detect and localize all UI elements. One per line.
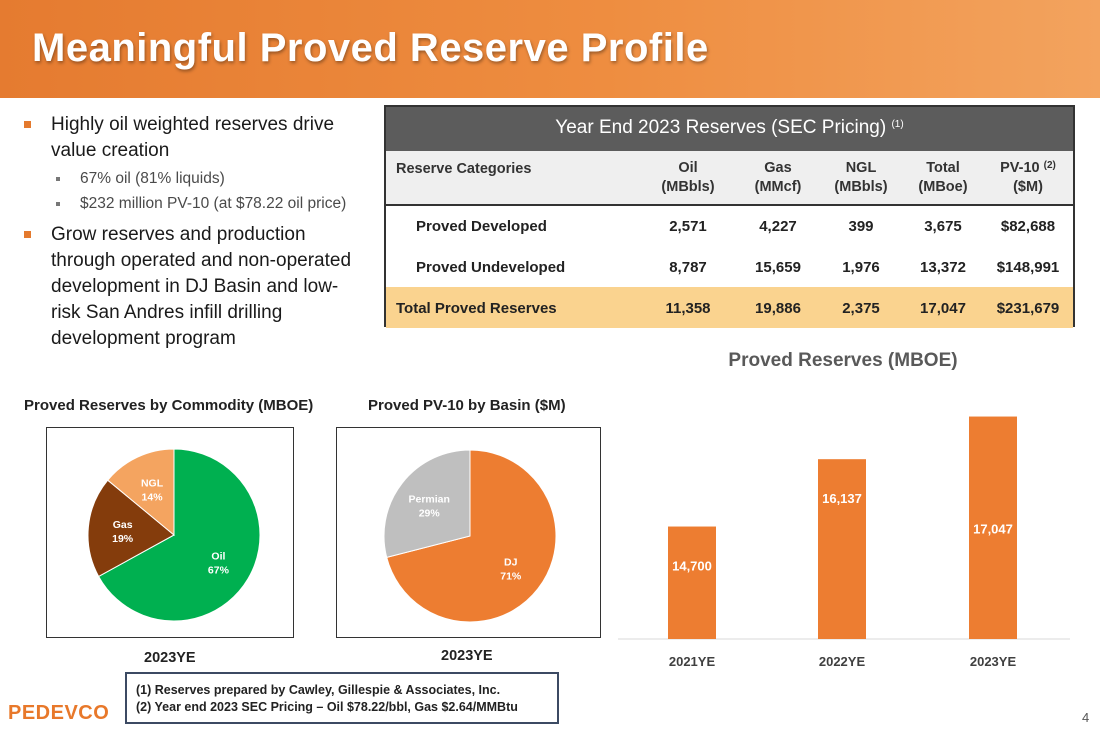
row-category: Proved Undeveloped bbox=[416, 259, 566, 276]
table-row-total: Total Proved Reserves 11,358 19,886 2,37… bbox=[386, 287, 1073, 328]
commodity-value-gas: 19% bbox=[112, 533, 134, 545]
reserves-table: Year End 2023 Reserves (SEC Pricing) (1)… bbox=[384, 105, 1075, 328]
footnote-1: (1) Reserves prepared by Cawley, Gillesp… bbox=[136, 683, 501, 697]
row-pv10: $82,688 bbox=[1000, 218, 1056, 235]
bar-value-label: 14,700 bbox=[672, 559, 712, 574]
bar-chart-title: Proved Reserves (MBOE) bbox=[728, 350, 957, 371]
basin-value-permian: 29% bbox=[419, 507, 441, 519]
row-category: Total Proved Reserves bbox=[396, 300, 557, 317]
row-oil: 2,571 bbox=[669, 218, 707, 235]
basin-chart-title: Proved PV-10 by Basin ($M) bbox=[368, 397, 566, 414]
basin-slice-permian bbox=[383, 449, 471, 558]
header-total: Total (MBoe) bbox=[918, 160, 968, 195]
commodity-pie-frame: Oil 67% Gas 19% NGL 14% bbox=[46, 427, 294, 638]
commodity-label-gas: Gas bbox=[113, 519, 133, 531]
key-points: Highly oil weighted reserves drive value… bbox=[22, 112, 367, 352]
header-ngl: NGL (MBbls) bbox=[834, 160, 888, 195]
company-logo: PEDEVCO bbox=[8, 702, 110, 724]
header-gas: Gas (MMcf) bbox=[754, 160, 802, 195]
bar-value-label: 16,137 bbox=[822, 491, 862, 506]
commodity-pie-xlabel: 2023YE bbox=[144, 650, 196, 666]
bar-2023ye bbox=[969, 416, 1017, 639]
table-row: Proved Undeveloped 8,787 15,659 1,976 13… bbox=[386, 246, 1073, 287]
row-gas: 15,659 bbox=[755, 259, 801, 276]
slide-header: Meaningful Proved Reserve Profile bbox=[0, 0, 1100, 98]
header-reserve-categories: Reserve Categories bbox=[396, 161, 532, 177]
row-ngl: 2,375 bbox=[842, 300, 880, 317]
sub-bullet-marker bbox=[56, 177, 60, 181]
bar-2021ye bbox=[668, 526, 716, 639]
bar-category-label: 2021YE bbox=[669, 654, 716, 669]
bar-category-label: 2023YE bbox=[970, 654, 1017, 669]
page-number: 4 bbox=[1082, 710, 1090, 725]
footnotes-box: (1) Reserves prepared by Cawley, Gillesp… bbox=[125, 672, 559, 724]
bullet-oil-weighted: Highly oil weighted reserves drive value… bbox=[22, 112, 367, 164]
footnote-2: (2) Year end 2023 SEC Pricing – Oil $78.… bbox=[136, 700, 518, 714]
header-oil: Oil (MBbls) bbox=[661, 160, 715, 195]
basin-slice-dj bbox=[386, 449, 557, 623]
table-row: Proved Developed 2,571 4,227 399 3,675 $… bbox=[386, 205, 1073, 246]
sub-bullet-pv10: $232 million PV-10 (at $78.22 oil price) bbox=[22, 193, 367, 214]
commodity-label-ngl: NGL bbox=[141, 477, 164, 489]
row-gas: 4,227 bbox=[759, 218, 797, 235]
bullet-text: Highly oil weighted reserves drive value… bbox=[51, 114, 335, 161]
row-oil: 8,787 bbox=[669, 259, 707, 276]
commodity-chart-title: Proved Reserves by Commodity (MBOE) bbox=[24, 397, 314, 414]
basin-pie-xlabel: 2023YE bbox=[441, 648, 493, 664]
commodity-value-ngl: 14% bbox=[142, 491, 164, 503]
bullet-grow-reserves: Grow reserves and production through ope… bbox=[22, 222, 367, 352]
row-total: 13,372 bbox=[920, 259, 966, 276]
row-category: Proved Developed bbox=[416, 218, 547, 235]
proved-reserves-bar-chart: Proved Reserves (MBOE) 14,700 2021YE 16,137… bbox=[618, 350, 1070, 669]
slide-title: Meaningful Proved Reserve Profile bbox=[32, 26, 709, 70]
row-gas: 19,886 bbox=[755, 300, 801, 317]
row-pv10: $231,679 bbox=[996, 300, 1060, 317]
commodity-value-oil: 67% bbox=[208, 564, 230, 576]
sub-bullet-oil-share: 67% oil (81% liquids) bbox=[22, 168, 367, 189]
table-title-note: (1) bbox=[891, 119, 904, 130]
commodity-slice-oil bbox=[97, 448, 261, 622]
basin-label-permian: Permian bbox=[409, 493, 450, 505]
row-total: 3,675 bbox=[924, 218, 962, 235]
row-oil: 11,358 bbox=[665, 300, 711, 317]
sub-bullet-text: $232 million PV-10 (at $78.22 oil price) bbox=[80, 195, 347, 212]
row-ngl: 399 bbox=[848, 218, 874, 235]
basin-value-dj: 71% bbox=[500, 571, 522, 583]
table-title: Year End 2023 Reserves (SEC Pricing) (1) bbox=[386, 107, 1073, 151]
row-total: 17,047 bbox=[920, 300, 966, 317]
bullet-marker bbox=[24, 231, 31, 238]
commodity-slice-ngl bbox=[107, 448, 175, 537]
commodity-pie-chart: Oil 67% Gas 19% NGL 14% bbox=[87, 448, 261, 622]
commodity-slice-gas bbox=[87, 479, 175, 578]
bullet-text: Grow reserves and production through ope… bbox=[51, 224, 352, 349]
basin-pie-frame: DJ 71% Permian 29% bbox=[336, 427, 601, 638]
basin-label-dj: DJ bbox=[504, 557, 518, 569]
sub-bullet-marker bbox=[56, 202, 60, 206]
row-pv10: $148,991 bbox=[996, 259, 1060, 276]
commodity-label-oil: Oil bbox=[211, 550, 225, 562]
sub-bullet-text: 67% oil (81% liquids) bbox=[80, 170, 225, 187]
table-header-row: Reserve Categories Oil (MBbls) Gas (MMcf) … bbox=[386, 151, 1073, 206]
bar-2022ye bbox=[818, 459, 866, 639]
bullet-marker bbox=[24, 121, 31, 128]
bar-category-label: 2022YE bbox=[819, 654, 866, 669]
header-pv10: PV-10 (2) ($M) bbox=[1000, 160, 1056, 195]
bar-value-label: 17,047 bbox=[973, 522, 1013, 537]
basin-pie-chart: DJ 71% Permian 29% bbox=[383, 449, 557, 623]
row-ngl: 1,976 bbox=[842, 259, 880, 276]
